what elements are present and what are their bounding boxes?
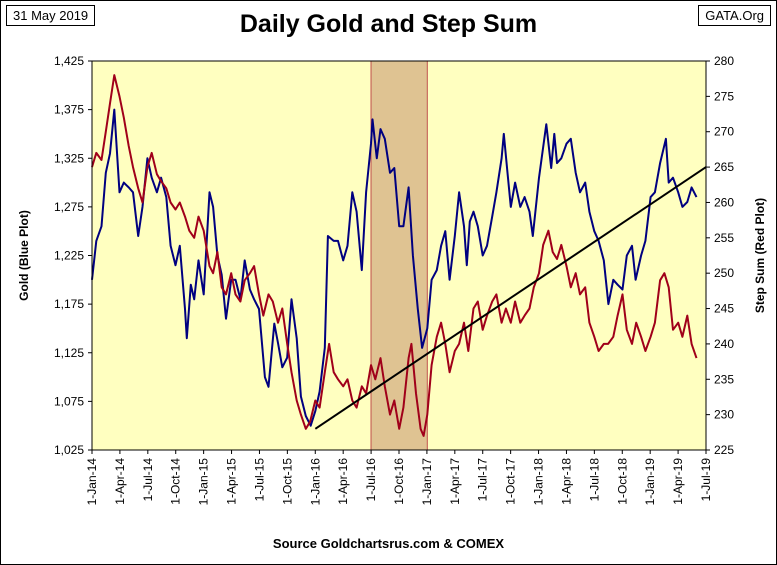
y-left-tick-label: 1,075 (54, 394, 84, 408)
y-right-tick-label: 255 (714, 231, 734, 245)
y-right-tick-label: 230 (714, 408, 734, 422)
y-right-tick-label: 270 (714, 125, 734, 139)
highlight-period (370, 60, 428, 451)
y-left-tick-label: 1,375 (54, 103, 84, 117)
y-right-tick-label: 280 (714, 54, 734, 68)
x-tick-label: 1-Jul-16 (364, 458, 378, 502)
y-left-tick-label: 1,325 (54, 151, 84, 165)
x-tick-label: 1-Apr-17 (448, 458, 462, 505)
x-tick-label: 1-Jul-18 (587, 458, 601, 502)
x-tick-label: 1-Jul-17 (476, 458, 490, 502)
x-tick-label: 1-Jan-14 (85, 458, 99, 506)
x-tick-label: 1-Jan-19 (643, 458, 657, 506)
chart-title: Daily Gold and Step Sum (239, 10, 538, 38)
source-tag: GATA.Org (698, 5, 771, 26)
step-sum-line (91, 74, 698, 437)
plot-border (91, 60, 707, 451)
y-left-tick-label: 1,125 (54, 346, 84, 360)
x-tick-label: 1-Oct-18 (615, 458, 629, 505)
y-right-tick-label: 250 (714, 266, 734, 280)
x-tick-label: 1-Oct-17 (504, 458, 518, 505)
y-right-axis-title: Step Sum (Red Plot) (753, 198, 767, 313)
y-left-tick-label: 1,275 (54, 200, 84, 214)
trend-line (314, 166, 707, 430)
x-tick-label: 1-Apr-18 (559, 458, 573, 505)
y-right-tick-label: 260 (714, 195, 734, 209)
gold-price-line (91, 108, 698, 427)
date-label: 31 May 2019 (6, 5, 96, 26)
x-tick-label: 1-Apr-14 (113, 458, 127, 505)
x-tick-label: 1-Jul-14 (141, 458, 155, 502)
source-note: Source Goldchartsrus.com & COMEX (272, 536, 505, 551)
x-tick-label: 1-Jul-15 (252, 458, 266, 502)
y-left-tick-label: 1,025 (54, 443, 84, 457)
x-tick-label: 1-Jan-17 (420, 458, 434, 506)
x-tick-label: 1-Apr-16 (336, 458, 350, 505)
y-left-tick-label: 1,175 (54, 297, 84, 311)
y-right-tick-label: 275 (714, 89, 734, 103)
x-tick-label: 1-Jan-18 (532, 458, 546, 506)
x-tick-label: 1-Oct-16 (392, 458, 406, 505)
y-right-tick-label: 235 (714, 372, 734, 386)
x-tick-label: 1-Oct-14 (169, 458, 183, 505)
y-left-tick-label: 1,225 (54, 249, 84, 263)
x-tick-label: 1-Jul-19 (699, 458, 713, 502)
x-tick-label: 1-Apr-19 (671, 458, 685, 505)
y-left-tick-label: 1,425 (54, 54, 84, 68)
y-right-tick-label: 240 (714, 337, 734, 351)
x-tick-label: 1-Jan-15 (197, 458, 211, 506)
y-right-tick-label: 265 (714, 160, 734, 174)
x-tick-label: 1-Apr-15 (225, 458, 239, 505)
x-tick-label: 1-Jan-16 (308, 458, 322, 506)
y-right-tick-label: 245 (714, 302, 734, 316)
x-tick-label: 1-Oct-15 (280, 458, 294, 505)
y-right-tick-label: 225 (714, 443, 734, 457)
y-left-axis-title: Gold (Blue Plot) (17, 210, 31, 301)
